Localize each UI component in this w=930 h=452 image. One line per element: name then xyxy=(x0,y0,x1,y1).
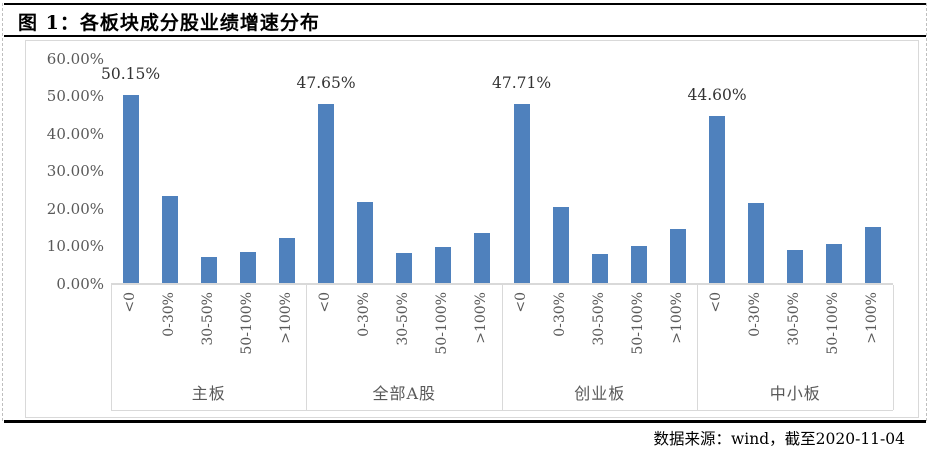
y-axis-tick-label: 50.00% xyxy=(46,87,104,106)
bar xyxy=(865,227,882,283)
bar xyxy=(318,104,335,283)
bottom-border-line xyxy=(4,420,926,423)
bar xyxy=(513,103,530,283)
bar xyxy=(200,257,217,283)
y-axis-tick-label: 20.00% xyxy=(46,199,104,218)
bar xyxy=(278,237,295,283)
bar-value-label: 47.71% xyxy=(491,73,552,92)
category-label: 50-100% xyxy=(825,292,842,355)
group-label: 全部A股 xyxy=(372,384,437,403)
y-axis-tick-label: 10.00% xyxy=(46,237,104,256)
chart-area xyxy=(25,40,919,418)
group-divider-line xyxy=(697,285,698,410)
category-label: 30-50% xyxy=(786,292,803,346)
figure-title: 图 1：各板块成分股业绩增速分布 xyxy=(18,12,320,34)
category-label: 0-30% xyxy=(160,292,177,337)
category-label: >100% xyxy=(668,292,685,344)
category-label: 50-100% xyxy=(238,292,255,355)
group-divider-line xyxy=(501,285,503,410)
bar xyxy=(552,206,569,283)
bar xyxy=(396,252,413,283)
y-axis-tick-label: 60.00% xyxy=(46,49,104,68)
bar-value-label: 50.15% xyxy=(100,64,161,83)
category-label: 30-50% xyxy=(199,292,216,346)
bar xyxy=(357,201,374,283)
bar-value-label: 44.60% xyxy=(687,85,747,104)
category-label: 0-30% xyxy=(551,292,568,337)
top-border-line xyxy=(4,3,926,5)
left-dashed-border xyxy=(2,3,3,421)
category-label: 0-30% xyxy=(356,292,373,337)
category-label: 50-100% xyxy=(629,292,646,355)
data-source-note: 数据来源：wind，截至2020-11-04 xyxy=(653,430,906,448)
category-label: 30-50% xyxy=(395,292,412,346)
category-label: 30-50% xyxy=(590,292,607,346)
bar xyxy=(787,249,804,283)
bar xyxy=(669,228,686,283)
category-label: <0 xyxy=(121,292,138,313)
bar xyxy=(435,247,452,283)
group-label: 创业板 xyxy=(574,384,626,403)
category-label: <0 xyxy=(317,292,334,313)
category-label: >100% xyxy=(473,292,490,344)
bar xyxy=(161,195,178,283)
y-axis-tick-label: 40.00% xyxy=(46,124,104,143)
y-axis-tick-label: 30.00% xyxy=(46,162,104,181)
bar-value-label: 47.65% xyxy=(296,74,356,93)
category-label: >100% xyxy=(277,292,294,344)
label-box-bottom-line xyxy=(111,410,893,411)
group-divider-line xyxy=(110,285,112,410)
category-label: >100% xyxy=(864,292,881,344)
right-dashed-border xyxy=(926,3,927,421)
bar xyxy=(709,115,726,283)
bar xyxy=(748,203,765,283)
category-label: <0 xyxy=(708,292,725,313)
group-divider-line xyxy=(892,285,894,410)
y-axis-tick-label: 0.00% xyxy=(56,275,104,293)
category-label: 50-100% xyxy=(434,292,451,355)
category-label: <0 xyxy=(512,292,529,313)
bar xyxy=(239,252,256,283)
bar xyxy=(474,232,491,283)
bar xyxy=(122,94,139,283)
group-label: 主板 xyxy=(191,384,226,403)
category-label: 0-30% xyxy=(747,292,764,337)
bar xyxy=(591,254,608,283)
bar xyxy=(826,243,843,283)
group-label: 中小板 xyxy=(769,384,821,403)
bar xyxy=(630,245,647,283)
group-divider-line xyxy=(306,285,307,410)
x-axis-baseline xyxy=(111,283,893,285)
title-separator-line xyxy=(4,35,926,37)
